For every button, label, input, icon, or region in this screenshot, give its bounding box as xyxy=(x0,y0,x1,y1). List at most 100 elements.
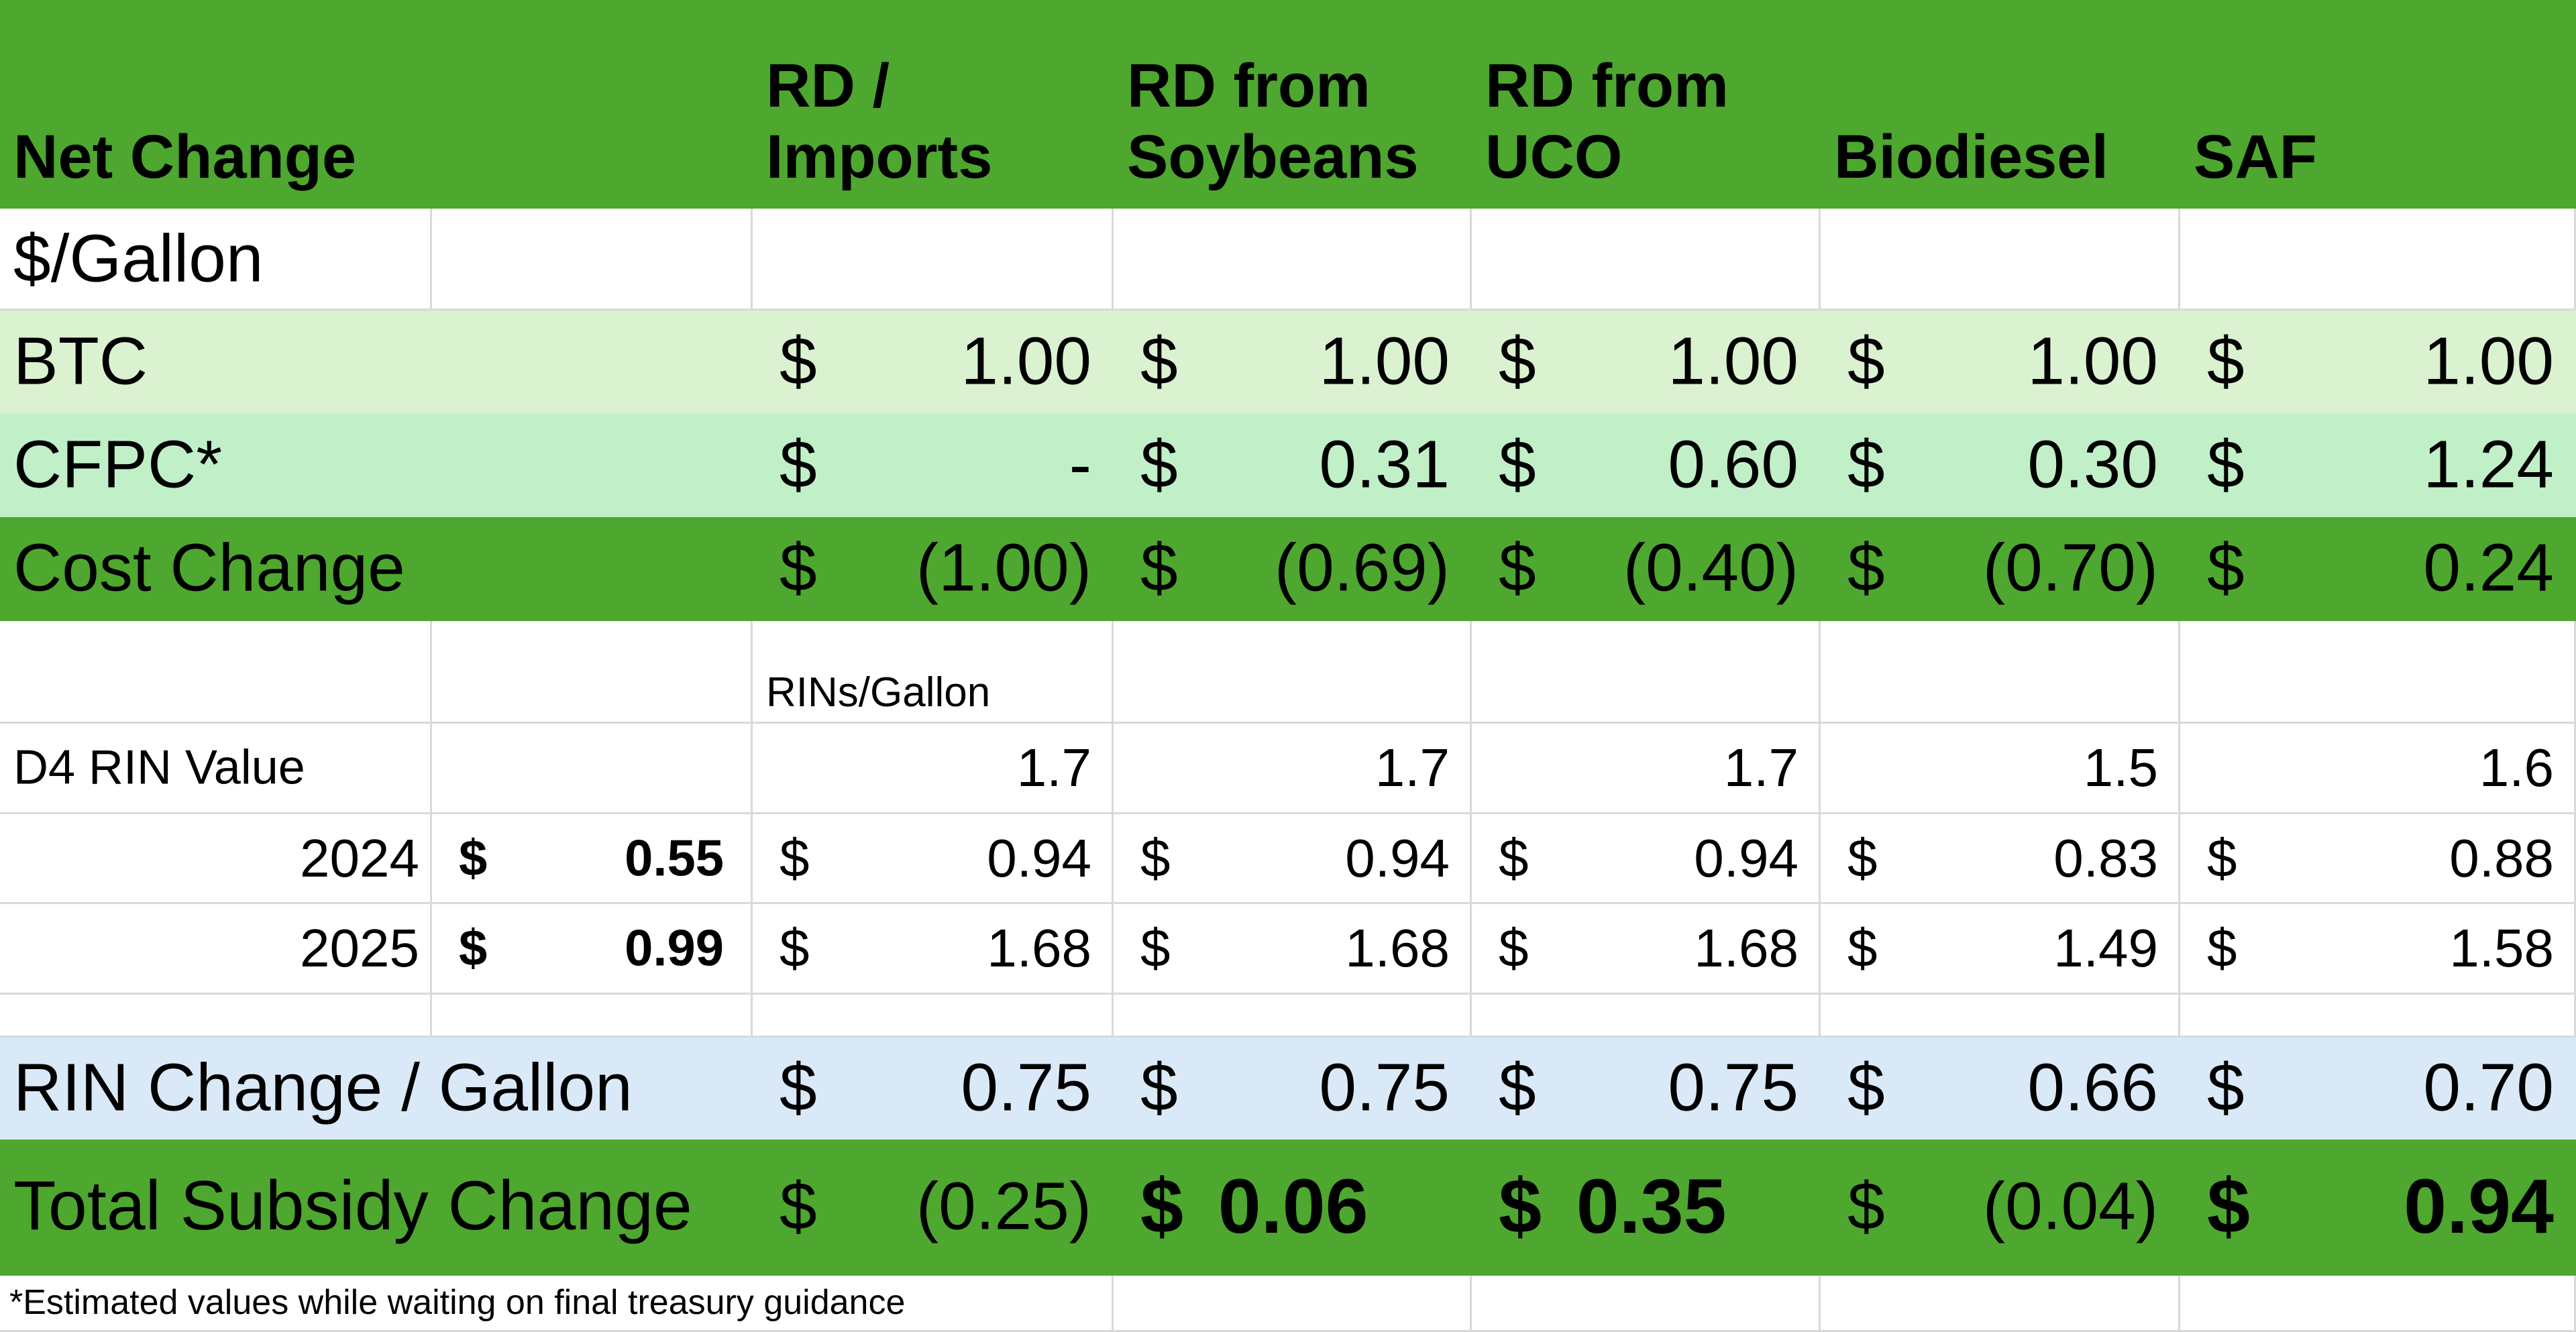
cell[interactable]: $1.68 xyxy=(1114,904,1472,995)
cell[interactable] xyxy=(432,724,753,814)
cell[interactable]: $0.75 xyxy=(1472,1038,1821,1140)
cell[interactable]: $0.94 xyxy=(1472,814,1821,904)
cell[interactable]: $1.58 xyxy=(2180,904,2576,995)
cell[interactable] xyxy=(1114,209,1472,311)
cell[interactable]: $1.49 xyxy=(1821,904,2180,995)
cell[interactable] xyxy=(432,0,753,209)
cell[interactable]: Net Change xyxy=(0,0,432,209)
cell[interactable] xyxy=(1472,209,1821,311)
cell[interactable] xyxy=(2180,209,2576,311)
cell[interactable] xyxy=(1114,1276,1472,1332)
cell[interactable]: $ (0.69) xyxy=(1114,517,1472,621)
cell[interactable]: $1.00 xyxy=(753,311,1114,414)
cell[interactable]: BTC xyxy=(0,311,432,414)
cell[interactable]: $0.75 xyxy=(1114,1038,1472,1140)
cell[interactable]: $0.55 xyxy=(432,814,753,904)
cell[interactable] xyxy=(432,1140,753,1276)
cell[interactable]: $1.00 xyxy=(1821,311,2180,414)
cell[interactable] xyxy=(432,209,753,311)
dollar-sign: $ xyxy=(2207,1050,2245,1125)
cell[interactable] xyxy=(2180,1276,2576,1332)
cell[interactable] xyxy=(1472,995,1821,1038)
cell[interactable]: $0.24 xyxy=(2180,517,2576,621)
cell[interactable]: $ (0.70) xyxy=(1821,517,2180,621)
cell[interactable]: RIN Change / Gallon xyxy=(0,1038,633,1140)
cell[interactable] xyxy=(1821,995,2180,1038)
cell[interactable]: $0.99 xyxy=(432,904,753,995)
cell[interactable] xyxy=(432,517,753,621)
cell[interactable] xyxy=(432,1276,753,1332)
value-saf: 0.70 xyxy=(2423,1050,2554,1125)
cell[interactable]: $1.00 xyxy=(1472,311,1821,414)
cell[interactable]: $ (1.00) xyxy=(753,517,1114,621)
cell[interactable]: $0.66 xyxy=(1821,1038,2180,1140)
cell[interactable] xyxy=(1472,621,1821,724)
cell[interactable] xyxy=(1821,209,2180,311)
cell[interactable]: $0.94 xyxy=(753,814,1114,904)
cell[interactable]: $0.88 xyxy=(2180,814,2576,904)
dollar-sign: $ xyxy=(1847,828,1878,888)
cell[interactable]: $0.70 xyxy=(2180,1038,2576,1140)
cell[interactable] xyxy=(1821,1276,2180,1332)
cell[interactable]: $1.68 xyxy=(1472,904,1821,995)
cell[interactable]: 1.7 xyxy=(1472,724,1821,814)
cell[interactable]: $0.31 xyxy=(1114,414,1472,517)
cell[interactable]: Biodiesel xyxy=(1821,0,2180,209)
cell[interactable] xyxy=(432,995,753,1038)
cell[interactable] xyxy=(753,209,1114,311)
cell[interactable] xyxy=(1821,621,2180,724)
cell[interactable] xyxy=(2180,621,2576,724)
value-rd-uco: 1.68 xyxy=(1694,918,1799,978)
cell[interactable]: $0.94 xyxy=(1114,814,1472,904)
cell[interactable]: RD / Imports xyxy=(753,0,1114,209)
cell[interactable] xyxy=(0,995,432,1038)
cell[interactable]: 1.7 xyxy=(1114,724,1472,814)
cell[interactable]: 1.7 xyxy=(753,724,1114,814)
cell[interactable]: $0.60 xyxy=(1472,414,1821,517)
cell[interactable]: $0.30 xyxy=(1821,414,2180,517)
value-rd-uco: 0.75 xyxy=(1668,1050,1799,1125)
cell[interactable] xyxy=(753,995,1114,1038)
dollar-sign: $ xyxy=(1140,530,1178,606)
cell[interactable] xyxy=(2180,995,2576,1038)
cell[interactable]: $/Gallon xyxy=(0,209,432,311)
cell[interactable] xyxy=(432,621,753,724)
cell[interactable] xyxy=(753,1276,1114,1332)
cell[interactable]: $ - xyxy=(753,414,1114,517)
cell[interactable] xyxy=(1114,621,1472,724)
cell[interactable] xyxy=(1472,1276,1821,1332)
cell[interactable]: $ (0.04) xyxy=(1821,1140,2180,1276)
cell[interactable]: 1.5 xyxy=(1821,724,2180,814)
cell[interactable]: $1.68 xyxy=(753,904,1114,995)
cell[interactable]: $1.24 xyxy=(2180,414,2576,517)
cell[interactable]: RD from Soybeans xyxy=(1114,0,1472,209)
cell[interactable] xyxy=(432,311,753,414)
cell[interactable]: Cost Change xyxy=(0,517,432,621)
cell[interactable] xyxy=(432,1038,753,1140)
cell[interactable]: $0.35 xyxy=(1472,1140,1821,1276)
cell[interactable] xyxy=(1114,995,1472,1038)
cell[interactable]: SAF xyxy=(2180,0,2576,209)
cell[interactable]: CFPC* xyxy=(0,414,432,517)
cell[interactable]: $0.94 xyxy=(2180,1140,2576,1276)
cell[interactable]: Total Subsidy Change xyxy=(0,1140,692,1276)
cell[interactable]: 2024 xyxy=(0,814,432,904)
dollar-sign: $ xyxy=(2207,918,2237,978)
cell[interactable]: RINs/Gallon xyxy=(753,621,1114,724)
cell[interactable]: $ (0.40) xyxy=(1472,517,1821,621)
cell[interactable]: $1.00 xyxy=(2180,311,2576,414)
dollar-sign: $ xyxy=(1499,427,1536,502)
cell[interactable] xyxy=(432,414,753,517)
cell[interactable]: $0.06 xyxy=(1114,1140,1472,1276)
cell[interactable]: $0.83 xyxy=(1821,814,2180,904)
cell[interactable] xyxy=(0,621,432,724)
cell[interactable]: $0.75 xyxy=(753,1038,1114,1140)
cell[interactable]: 1.6 xyxy=(2180,724,2576,814)
cell[interactable]: RD from UCO xyxy=(1472,0,1821,209)
cell[interactable]: 2025 xyxy=(0,904,432,995)
cell[interactable]: $1.00 xyxy=(1114,311,1472,414)
cell[interactable]: D4 RIN Value xyxy=(0,724,432,814)
cell[interactable]: *Estimated values while waiting on final… xyxy=(0,1276,905,1332)
cell[interactable]: $ (0.25) xyxy=(753,1140,1114,1276)
value-rd-uco: (0.40) xyxy=(1623,530,1799,606)
